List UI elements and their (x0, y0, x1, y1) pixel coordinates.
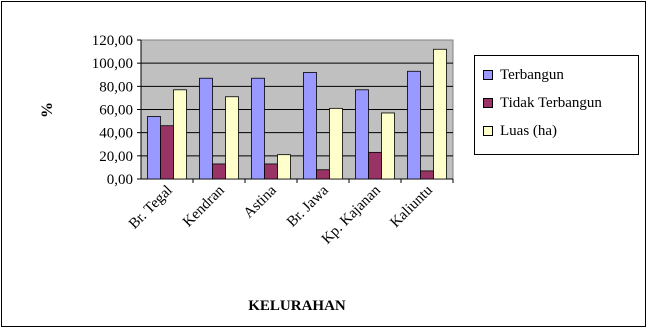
y-tick-label: 60,00 (99, 103, 133, 119)
y-tick-label: 100,00 (92, 56, 133, 72)
bar-terbangun-br-tegal (147, 116, 161, 180)
y-tick-label: 40,00 (99, 126, 133, 142)
bar-terbangun-astina (251, 77, 265, 180)
bars (147, 48, 447, 180)
x-tick-label: Kendran (180, 182, 228, 230)
bar-luas-ha-br-jawa (329, 107, 343, 180)
bar-tidak-terbangun-br-tegal (160, 125, 174, 180)
bar-terbangun-br-jawa (303, 72, 317, 180)
bar-luas-ha-kp-kajanan (381, 112, 395, 180)
legend-item: Terbangun (483, 65, 564, 85)
y-tick-label: 120,00 (92, 33, 133, 49)
legend-label: Terbangun (500, 66, 564, 83)
bar-tidak-terbangun-kendran (212, 163, 226, 180)
y-tick-label: 0,00 (107, 172, 133, 188)
legend-swatch (483, 70, 493, 80)
bar-terbangun-kendran (199, 77, 213, 180)
bar-tidak-terbangun-br-jawa (316, 169, 330, 180)
legend-item: Tidak Terbangun (483, 93, 602, 113)
x-tick-label: Kaliuntu (387, 182, 436, 231)
x-tick-label: Astina (241, 182, 280, 221)
bar-tidak-terbangun-kaliuntu (420, 170, 434, 180)
x-axis-label: KELURAHAN (248, 298, 346, 314)
bar-tidak-terbangun-kp-kajanan (368, 151, 382, 180)
x-tick-label: Br. Jawa (284, 182, 332, 230)
bar-tidak-terbangun-astina (264, 163, 278, 180)
x-tick-label: Br. Tegal (126, 183, 176, 233)
bar-luas-ha-kendran (225, 96, 239, 180)
bar-luas-ha-kaliuntu (433, 48, 447, 180)
legend-swatch (483, 98, 493, 108)
bar-luas-ha-br-tegal (173, 89, 187, 180)
legend-item: Luas (ha) (483, 121, 557, 141)
legend-label: Luas (ha) (500, 122, 558, 139)
bar-luas-ha-astina (277, 154, 291, 180)
y-tick-label: 80,00 (99, 79, 133, 95)
bar-terbangun-kaliuntu (407, 70, 421, 180)
legend-swatch (483, 126, 493, 136)
gridlines (137, 39, 454, 183)
legend: Terbangun Tidak Terbangun Luas (ha) (474, 55, 639, 155)
y-tick-labels: 0,00 20,00 40,00 60,00 80,00 100,00 120,00 (92, 33, 133, 188)
bar-terbangun-kp-kajanan (355, 89, 369, 180)
y-tick-label: 20,00 (99, 149, 133, 165)
y-axis-label: % (39, 102, 56, 118)
legend-label: Tidak Terbangun (500, 94, 602, 111)
